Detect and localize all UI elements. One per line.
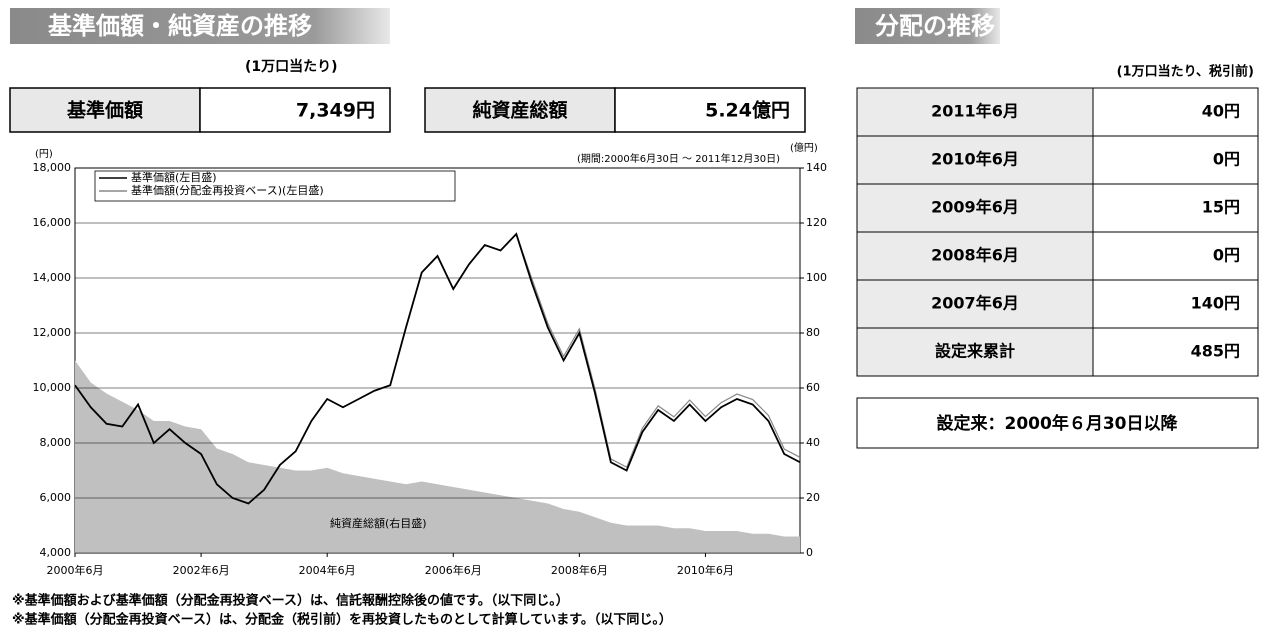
cell [9, 87, 201, 133]
cell [199, 87, 391, 133]
row-label: 2009年6月 [931, 198, 1019, 217]
label: 純資産総額 [472, 99, 567, 122]
y2-tick-label: 120 [806, 216, 827, 229]
section-title: 分配の推移 [875, 12, 995, 40]
cell [1092, 279, 1259, 329]
cell [856, 231, 1094, 281]
row-label: 2008年6月 [931, 246, 1019, 265]
y2-unit: (億円) [790, 141, 818, 154]
y-tick-label: 6,000 [40, 491, 72, 504]
cell [856, 135, 1094, 185]
period: (期間:2000年6月30日 ～ 2011年12月30日) [577, 152, 780, 165]
y2-tick-label: 40 [806, 436, 820, 449]
summary-table [9, 87, 806, 133]
x-tick-label: 2008年6月 [551, 563, 608, 577]
row-value: 0円 [1213, 246, 1240, 265]
legend-label: 基準価額(分配金再投資ベース)(左目盛) [131, 183, 324, 197]
legend: 基準価額(左目盛)基準価額(分配金再投資ベース)(左目盛) [94, 170, 456, 202]
row-value: 15円 [1202, 198, 1240, 217]
y-tick-label: 12,000 [33, 326, 72, 339]
cell [1092, 327, 1259, 377]
y-tick-label: 10,000 [33, 381, 72, 394]
legend-box [94, 170, 456, 202]
y2-tick-label: 140 [806, 161, 827, 174]
row-label: 2011年6月 [931, 102, 1019, 121]
annotation: 純資産総額(右目盛) [330, 516, 427, 530]
footnote: ※基準価額（分配金再投資ベース）は、分配金（税引前）を再投資したものとして計算し… [12, 612, 672, 628]
since-box [856, 397, 1259, 449]
y-tick-label: 4,000 [40, 546, 72, 559]
x-tick-label: 2010年6月 [677, 563, 734, 577]
y-tick-label: 8,000 [40, 436, 72, 449]
row-value: 485円 [1191, 342, 1240, 361]
y2-tick-label: 0 [806, 546, 813, 559]
unit-note: (1万口当たり) [245, 58, 338, 75]
row-label: 2010年6月 [931, 150, 1019, 169]
distribution-table: 2011年6月 40円 2010年6月 0円 2009年6月 15円 2008年6月 0円 20… [856, 87, 1259, 377]
x-tick-label: 2006年6月 [425, 563, 482, 577]
cell [1092, 87, 1259, 137]
row-label: 設定来累計 [935, 342, 1015, 361]
cell [1092, 183, 1259, 233]
value: 7,349円 [296, 100, 375, 122]
row-value: 0円 [1213, 150, 1240, 169]
y2-tick-label: 20 [806, 491, 820, 504]
x-tick-label: 2000年6月 [47, 563, 104, 577]
section-title: 基準価額・純資産の推移 [48, 12, 312, 40]
since-text: 設定来：2000年６月30日以降 [937, 413, 1179, 434]
y-unit: (円) [35, 149, 53, 160]
cell [614, 87, 806, 133]
title-bar [10, 8, 390, 44]
cell [856, 279, 1094, 329]
unit-note: (1万口当たり、税引前) [1117, 64, 1254, 80]
footnote: ※基準価額および基準価額（分配金再投資ベース）は、信託報酬控除後の値です。（以下… [12, 593, 569, 609]
value: 5.24億円 [705, 99, 790, 122]
row-value: 140円 [1191, 294, 1240, 313]
legend-label: 基準価額(左目盛) [131, 170, 217, 184]
y-tick-label: 14,000 [33, 271, 72, 284]
label: 基準価額 [66, 99, 143, 122]
x-tick-label: 2002年6月 [173, 563, 230, 577]
x-tick-label: 2004年6月 [299, 563, 356, 577]
y2-tick-label: 80 [806, 326, 820, 339]
y2-tick-label: 60 [806, 381, 820, 394]
title-bar [855, 8, 1000, 44]
line [74, 232, 801, 505]
cell [856, 87, 1094, 137]
area [75, 360, 800, 553]
y2-tick-label: 100 [806, 271, 827, 284]
y-tick-label: 18,000 [33, 161, 72, 174]
cell [1092, 231, 1259, 281]
row-label: 2007年6月 [931, 294, 1019, 313]
row-value: 40円 [1202, 102, 1240, 121]
y-tick-label: 16,000 [33, 216, 72, 229]
chart: 4,000 6,000 8,000 10,000 12,000 14,000 16,000 1… [33, 141, 828, 577]
cell [1092, 135, 1259, 185]
